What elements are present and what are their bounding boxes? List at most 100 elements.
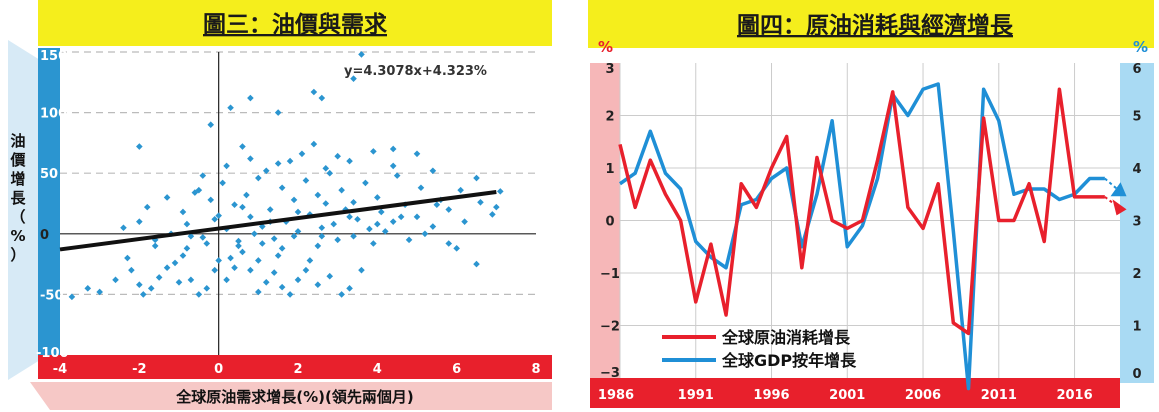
scatter-point: [203, 285, 211, 292]
scatter-point: [239, 248, 246, 256]
scatter-point: [318, 224, 326, 232]
y-label-char: 油: [10, 132, 25, 150]
scatter-point: [235, 242, 242, 250]
scatter-point: [413, 150, 421, 158]
year-tick-label: 2016: [1056, 388, 1092, 403]
scatter-point: [255, 174, 262, 182]
scatter-point: [143, 203, 151, 211]
scatter-point: [120, 224, 127, 232]
left-y-ticks: -100 -50 0 50 100 150: [36, 49, 69, 361]
year-ticks: 1986 1991 1996 2001 2006 2011 2016: [598, 388, 1093, 403]
scatter-point: [211, 266, 218, 274]
left-gridlines: [60, 51, 536, 295]
scatter-point: [489, 211, 496, 218]
scatter-point: [354, 215, 361, 223]
scatter-point: [278, 184, 286, 192]
x-tick-label: 6: [452, 362, 461, 377]
scatter-point: [310, 88, 318, 96]
scatter-point: [453, 245, 460, 252]
y-label-char: %: [10, 227, 25, 245]
scatter-point: [310, 140, 318, 148]
scatter-point: [274, 160, 282, 167]
scatter-point: [286, 291, 294, 298]
scatter-point: [207, 121, 215, 129]
left-tick-label: −3: [600, 366, 620, 381]
scatter-point: [262, 167, 270, 175]
scatter-point: [318, 94, 326, 102]
scatter-point: [366, 225, 373, 233]
scatter-point: [445, 240, 453, 247]
scatter-point: [378, 208, 385, 216]
scatter-point: [259, 240, 266, 247]
right-tick-label: 4: [1132, 162, 1141, 177]
scatter-point: [473, 260, 480, 268]
scatter-point: [346, 285, 353, 292]
scatter-point: [393, 172, 401, 179]
scatter-point: [68, 293, 76, 301]
scatter-point: [128, 266, 135, 274]
year-tick-label: 2006: [905, 388, 941, 403]
scatter-point: [330, 220, 337, 228]
scatter-point: [397, 213, 405, 221]
y-label-char: （: [10, 208, 25, 226]
right-chart: 圖四：原油消耗與經濟增長 % % 3 2 1 0 −1 −2 −3 6 5 4 3 2 1 0 1986…: [588, 0, 1154, 408]
scatter-point: [358, 51, 365, 58]
scatter-point: [326, 272, 334, 280]
scatter-point: [433, 201, 441, 209]
scatter-point: [183, 245, 191, 252]
scatter-point: [151, 242, 159, 250]
y-label-char: 增: [10, 170, 25, 188]
scatter-point: [314, 242, 322, 250]
x-label-band: [30, 382, 552, 410]
scatter-point: [211, 215, 218, 223]
scatter-point: [140, 291, 147, 298]
scatter-point: [151, 236, 159, 244]
scatter-point: [179, 208, 187, 216]
year-tick-label: 2011: [981, 388, 1017, 403]
scatter-point: [473, 174, 480, 182]
scatter-point: [171, 259, 179, 267]
left-title-bar: [38, 0, 552, 46]
right-title-bar: [588, 0, 1154, 48]
scatter-point: [298, 150, 306, 158]
scatter-point: [338, 291, 345, 298]
scatter-point: [239, 143, 246, 150]
scatter-point: [223, 162, 230, 170]
y-tick-label: 50: [40, 167, 58, 182]
scatter-point: [286, 157, 294, 165]
y-tick-label: 100: [40, 107, 67, 122]
scatter-point: [136, 218, 143, 225]
year-axis-band: [590, 378, 1120, 408]
scatter-point: [231, 264, 238, 272]
scatter-point: [262, 278, 270, 286]
scatter-point: [243, 191, 250, 199]
scatter-point: [96, 288, 103, 296]
scatter-point: [358, 266, 365, 274]
scatter-point: [183, 220, 191, 228]
scatter-point: [497, 188, 504, 195]
x-tick-label: -2: [132, 362, 146, 377]
year-tick-label: 1991: [678, 388, 714, 403]
scatter-point: [223, 276, 230, 284]
scatter-point: [334, 236, 341, 244]
x-tick-label: 2: [293, 362, 302, 377]
legend: 全球原油消耗增長 全球GDP按年增長: [662, 328, 857, 370]
scatter-point: [270, 235, 278, 242]
scatter-point: [266, 206, 274, 213]
scatter-point: [215, 212, 222, 219]
right-gridlines: [619, 63, 1120, 378]
year-tick-label: 1986: [598, 388, 634, 403]
scatter-point: [274, 109, 282, 116]
scatter-point: [136, 143, 143, 150]
scatter-point: [302, 177, 310, 184]
year-tick-label: 1996: [753, 388, 789, 403]
scatter-point: [112, 276, 119, 284]
scatter-point: [187, 276, 195, 284]
scatter-point: [389, 162, 397, 170]
scatter-points: [68, 51, 504, 301]
scatter-point: [147, 285, 155, 292]
scatter-point: [429, 167, 437, 175]
scatter-point: [259, 223, 266, 230]
scatter-point: [322, 200, 330, 207]
